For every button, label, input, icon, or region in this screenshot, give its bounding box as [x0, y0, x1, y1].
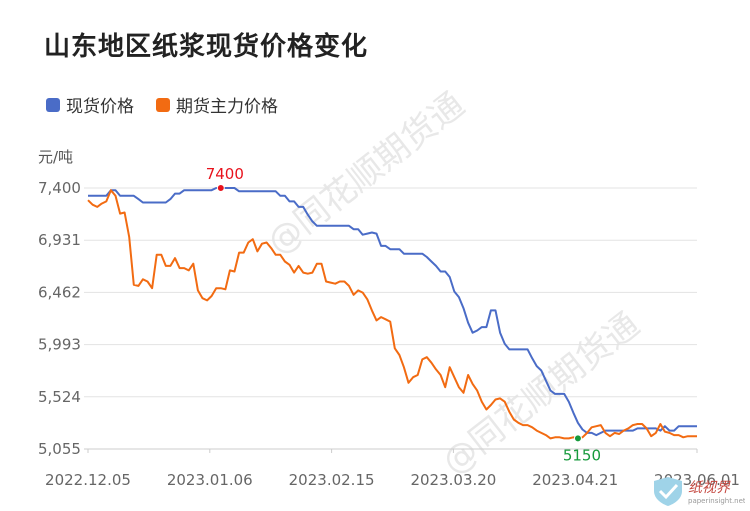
y-tick-label-1: 6,931 — [38, 231, 81, 249]
legend-label-spot: 现货价格 — [66, 97, 134, 117]
annotation-label-max: 7400 — [206, 165, 244, 183]
y-axis-unit-label: 元/吨 — [38, 148, 73, 166]
legend-label-futures: 期货主力价格 — [176, 97, 278, 117]
legend-item-futures[interactable]: 期货主力价格 — [156, 92, 278, 117]
annotation-label-min: 5150 — [563, 446, 601, 464]
series-line-futures — [87, 189, 697, 440]
annotation-marker-max — [216, 184, 225, 192]
y-tick-label-0: 7,400 — [38, 179, 81, 197]
chart-title: 山东地区纸浆现货价格变化 — [44, 32, 369, 62]
axis-layer: 元/吨 7,400 6,931 6,462 5,993 5,524 5,055 2022.12… — [38, 148, 740, 489]
series-layer — [87, 187, 697, 440]
y-tick-label-2: 6,462 — [38, 283, 81, 301]
x-tick-label-2: 2023.02.15 — [289, 471, 375, 489]
legend: 现货价格 期货主力价格 — [46, 92, 300, 117]
legend-item-spot[interactable]: 现货价格 — [46, 92, 134, 117]
logo-shield-icon: 纸视界 paperinsight.net — [654, 477, 746, 506]
legend-swatch-futures — [156, 97, 170, 112]
x-tick-label-0: 2022.12.05 — [45, 471, 131, 489]
series-line-spot — [88, 187, 697, 437]
legend-swatch-spot — [46, 97, 60, 112]
x-tick-label-3: 2023.03.20 — [410, 471, 496, 489]
y-tick-label-4: 5,524 — [38, 388, 81, 406]
logo-text: 纸视界 — [688, 480, 731, 496]
logo-subtext: paperinsight.net — [688, 497, 745, 505]
grid-layer — [84, 187, 697, 450]
y-tick-label-3: 5,993 — [38, 336, 81, 354]
annotation-marker-min — [573, 434, 582, 443]
x-tick-label-4: 2023.04.21 — [532, 471, 618, 489]
x-tick-label-1: 2023.01.06 — [167, 471, 253, 489]
y-tick-label-5: 5,055 — [38, 440, 81, 458]
logo: 纸视界 paperinsight.net — [650, 475, 746, 507]
annotation-layer: 7400 5150 — [206, 165, 601, 464]
